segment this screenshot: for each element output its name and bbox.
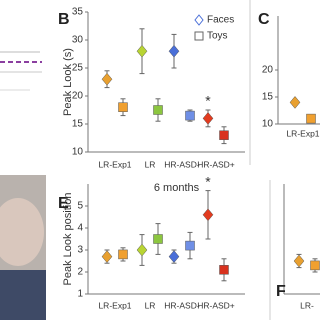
panel-letter: B: [58, 11, 70, 28]
significance-marker: *: [205, 173, 211, 189]
diamond-marker: [202, 208, 214, 222]
y-tick-label: 15: [72, 119, 84, 130]
x-tick-label: LR-Exp1: [286, 128, 319, 138]
y-tick-label: 5: [77, 201, 83, 212]
x-tick-label: LR-Exp1: [98, 300, 131, 310]
y-tick-label: 3: [77, 245, 83, 256]
diamond-marker: [202, 112, 214, 125]
square-marker: [306, 113, 316, 124]
diamond-marker: [101, 250, 113, 263]
y-tick-label: 35: [72, 7, 84, 18]
y-tick-label: 30: [72, 35, 84, 46]
diamond-marker: [168, 250, 180, 263]
y-tick-label: 4: [77, 223, 83, 234]
y-tick-label: 20: [262, 65, 274, 76]
x-tick-label: HR-ASD-: [164, 300, 200, 310]
panel-letter: C: [258, 11, 270, 28]
diamond-marker: [168, 44, 180, 58]
legend-label: Toys: [207, 31, 228, 42]
square-marker: [185, 110, 195, 121]
y-tick-label: 20: [72, 91, 84, 102]
legend-marker: [194, 31, 204, 41]
y-tick-label: 2: [77, 267, 83, 278]
y-tick-label: 10: [72, 147, 84, 158]
y-tick-label: 25: [72, 63, 84, 74]
x-tick-label: LR: [145, 159, 156, 169]
y-tick-label: 10: [262, 119, 274, 130]
square-marker: [310, 260, 320, 271]
y-axis-title: Peak Look position: [62, 193, 74, 286]
square-marker: [185, 240, 195, 251]
square-marker: [219, 130, 229, 140]
square-marker: [219, 265, 229, 275]
x-tick-label: HR-ASD+: [197, 159, 235, 169]
square-marker: [118, 102, 128, 112]
legend-marker: [194, 14, 204, 26]
left-panel-fragment: [0, 51, 46, 320]
significance-marker: *: [205, 93, 211, 109]
x-tick-label: HR-ASD-: [164, 159, 200, 169]
photo-head: [0, 198, 44, 266]
photo-shirt: [0, 270, 46, 320]
square-marker: [153, 234, 163, 244]
diamond-marker: [136, 243, 148, 257]
x-tick-label: HR-ASD+: [197, 300, 235, 310]
y-tick-label: 1: [77, 289, 83, 300]
y-tick-label: 15: [262, 92, 274, 103]
diamond-marker: [101, 72, 113, 86]
diamond-marker: [293, 254, 305, 268]
diamond-marker: [289, 96, 301, 109]
y-axis-title: Peak Look (s): [62, 48, 74, 116]
x-tick-label: LR-Exp1: [98, 159, 131, 169]
panel-letter: E: [58, 195, 69, 212]
chart-title: 6 months: [154, 182, 200, 194]
legend-label: Faces: [207, 15, 234, 26]
x-tick-label: LR-: [300, 300, 314, 310]
x-tick-label: LR: [145, 300, 156, 310]
panel-letter: F: [276, 283, 286, 300]
diamond-marker: [136, 44, 148, 58]
square-marker: [153, 105, 163, 115]
square-marker: [118, 249, 128, 260]
